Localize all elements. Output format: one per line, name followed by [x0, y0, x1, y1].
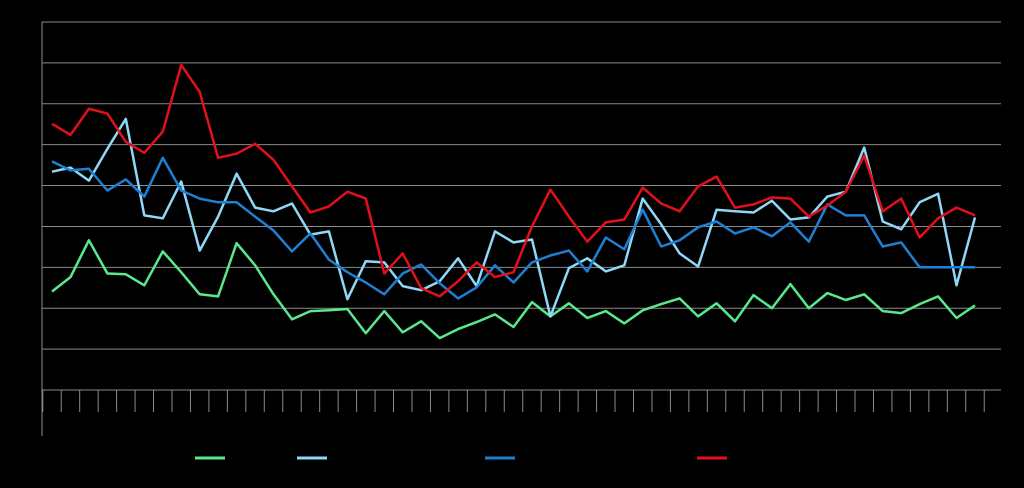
series-line	[51, 117, 977, 318]
series-line	[51, 156, 975, 300]
series-line	[51, 63, 976, 298]
series-line	[51, 239, 976, 340]
